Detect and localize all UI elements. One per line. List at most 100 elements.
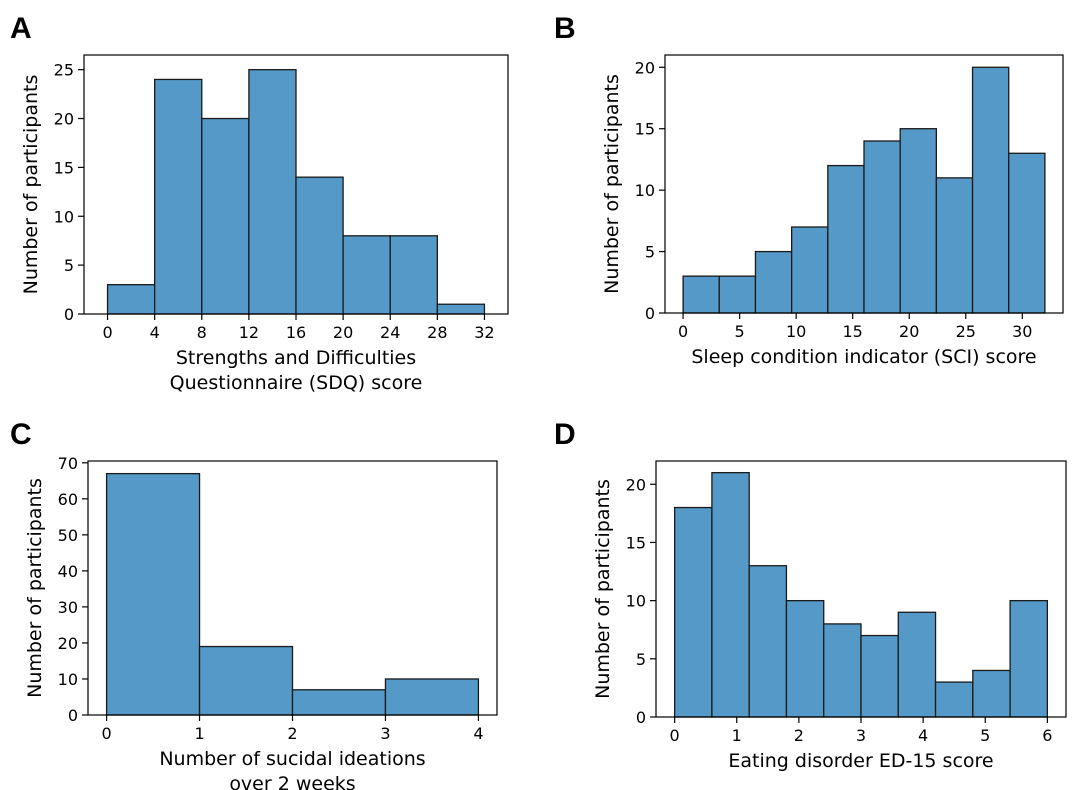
x-tick-label: 30 — [1012, 322, 1032, 341]
y-tick-label: 20 — [635, 58, 655, 77]
panel-label-a: A — [10, 12, 32, 45]
y-tick-label: 0 — [64, 305, 74, 324]
histogram-bar — [291, 689, 387, 716]
x-tick-label: 5 — [980, 726, 990, 745]
y-axis-label: Number of participants — [20, 75, 42, 295]
histogram-panel-a: 0 4 8 12 16 20 24 28 32 0 5 10 15 20 25 Strengths and D… — [20, 54, 509, 394]
y-tick-label: 60 — [58, 490, 78, 509]
panel-label-b: B — [554, 12, 576, 45]
histogram-bar — [827, 164, 865, 314]
histogram-bar — [384, 678, 480, 716]
histogram-bar — [1009, 599, 1049, 718]
y-tick-label: 40 — [58, 562, 78, 581]
x-tick-label: 0 — [102, 323, 112, 342]
y-tick-label: 20 — [626, 475, 646, 494]
panel-label-d: D — [554, 418, 576, 451]
x-tick-label: 2 — [287, 724, 297, 743]
histogram-bar — [897, 611, 937, 718]
histogram-bar — [154, 78, 203, 315]
histogram-bar — [935, 177, 974, 314]
x-tick-label: 24 — [380, 323, 400, 342]
x-tick-label: 2 — [794, 726, 804, 745]
y-tick-label: 0 — [645, 304, 655, 323]
histogram-bar — [105, 472, 201, 716]
x-tick-label: 0 — [678, 322, 688, 341]
histogram-bar — [248, 69, 297, 315]
x-tick-label: 12 — [239, 323, 259, 342]
histogram-bar — [389, 235, 438, 315]
x-tick-label: 28 — [427, 323, 447, 342]
x-tick-label: 6 — [1042, 726, 1052, 745]
histogram-bar — [790, 226, 829, 314]
histogram-bar — [198, 645, 294, 716]
y-tick-label: 0 — [68, 706, 78, 725]
x-tick-label: 4 — [473, 724, 483, 743]
x-tick-label: 5 — [735, 322, 745, 341]
histogram-bar — [673, 506, 713, 718]
x-axis-label: over 2 weeks — [229, 773, 355, 790]
histogram-bar — [201, 117, 250, 315]
x-tick-label: 20 — [899, 322, 919, 341]
y-tick-label: 10 — [58, 670, 78, 689]
histogram-panel-b: 0 5 10 15 20 25 30 0 5 10 15 20 Sleep condition indi… — [601, 54, 1064, 368]
histogram-bar — [436, 303, 486, 315]
x-tick-label: 8 — [197, 323, 207, 342]
x-tick-label: 16 — [286, 323, 306, 342]
x-tick-label: 4 — [918, 726, 928, 745]
y-tick-label: 5 — [636, 650, 646, 669]
y-axis-label: Number of participants — [24, 478, 46, 698]
y-tick-label: 10 — [626, 592, 646, 611]
histogram-bar — [682, 275, 720, 314]
histogram-panel-d: 0 1 2 3 4 5 6 0 5 10 15 20 Eating disorder ED-15 sco… — [592, 460, 1067, 772]
y-tick-label: 25 — [54, 61, 74, 80]
y-tick-label: 20 — [58, 634, 78, 653]
histogram-bar — [785, 599, 825, 718]
panel-label-c: C — [10, 418, 32, 451]
axes-frame — [664, 54, 1064, 314]
histogram-bar — [971, 66, 1010, 314]
y-tick-label: 70 — [58, 454, 78, 473]
y-tick-label: 30 — [58, 598, 78, 617]
histogram-bar — [106, 284, 156, 315]
histogram-bar — [711, 471, 750, 718]
x-axis-label: Eating disorder ED-15 score — [728, 750, 993, 772]
y-tick-label: 5 — [645, 243, 655, 262]
y-tick-label: 10 — [635, 181, 655, 200]
y-tick-label: 0 — [636, 708, 646, 727]
histogram-bar — [899, 128, 938, 314]
y-tick-label: 15 — [54, 158, 74, 177]
x-tick-label: 15 — [843, 322, 863, 341]
x-tick-label: 4 — [150, 323, 160, 342]
x-tick-label: 32 — [474, 323, 494, 342]
y-axis-label: Number of participants — [601, 74, 623, 294]
histogram-bar — [342, 235, 391, 315]
x-tick-label: 1 — [732, 726, 742, 745]
histogram-bar — [863, 140, 901, 314]
x-tick-label: 10 — [786, 322, 806, 341]
x-tick-label: 20 — [333, 323, 353, 342]
histogram-bar — [718, 275, 757, 314]
histogram-bar — [972, 669, 1011, 718]
x-tick-label: 3 — [856, 726, 866, 745]
x-axis-label: Sleep condition indicator (SCI) score — [691, 346, 1036, 368]
histogram-bar — [754, 250, 793, 314]
x-tick-label: 25 — [956, 322, 976, 341]
histogram-bar — [823, 623, 862, 718]
x-tick-label: 0 — [101, 724, 111, 743]
x-axis-label: Strengths and Difficulties — [176, 347, 416, 369]
histogram-bar — [295, 176, 344, 315]
x-tick-label: 1 — [194, 724, 204, 743]
y-tick-label: 10 — [54, 207, 74, 226]
x-tick-label: 0 — [670, 726, 680, 745]
y-tick-label: 20 — [54, 110, 74, 129]
y-tick-label: 15 — [626, 533, 646, 552]
x-axis-label: Questionnaire (SDQ) score — [170, 372, 423, 394]
histogram-bar — [1008, 152, 1046, 314]
histogram-bar — [748, 565, 788, 718]
x-tick-label: 3 — [380, 724, 390, 743]
y-tick-label: 15 — [635, 120, 655, 139]
histogram-bar — [934, 681, 974, 718]
y-tick-label: 50 — [58, 526, 78, 545]
